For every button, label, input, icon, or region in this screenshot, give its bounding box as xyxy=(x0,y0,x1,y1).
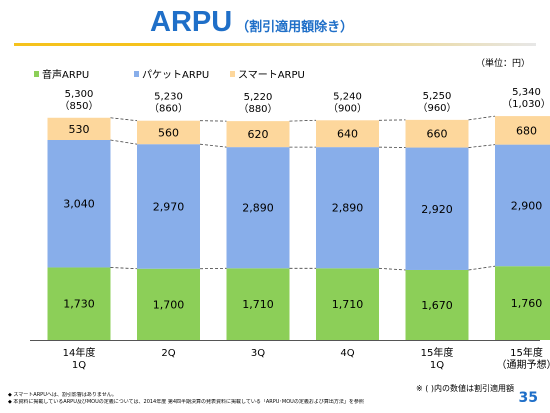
bar-packet-1 xyxy=(137,144,200,269)
bar-voice-0 xyxy=(47,267,111,340)
page-title: ARPU （割引適用額除き） xyxy=(150,6,410,40)
bar-label-voice-3: 1,710 xyxy=(332,298,364,311)
page-number: 35 xyxy=(518,390,538,406)
category-label-1-0: 2Q xyxy=(161,348,175,359)
bar-label-packet-3: 2,890 xyxy=(332,202,364,215)
bar-label-smart-0: 530 xyxy=(69,123,90,136)
connector-smart-0 xyxy=(110,139,138,145)
footnotes: ◆ スマートARPUへは、割引影響はありません。 ◆ 本資料に掲載しているARP… xyxy=(8,392,478,406)
bar-smart-1 xyxy=(137,120,200,145)
title-main: ARPU xyxy=(150,6,233,38)
total-label-5: 5,340 xyxy=(512,87,541,98)
footnote-2: ◆ 本資料に掲載しているARPU及びMOUの定義については、2014年度 第4四… xyxy=(8,399,364,405)
total-label-1: 5,230 xyxy=(154,92,183,103)
bar-smart-0 xyxy=(47,117,111,140)
bar-label-packet-1: 2,970 xyxy=(153,200,185,213)
bar-label-voice-4: 1,670 xyxy=(421,299,453,312)
bar-smart-2 xyxy=(226,121,290,148)
discount-label-2: （880） xyxy=(238,103,277,115)
bar-label-smart-4: 660 xyxy=(427,128,448,141)
title-subtitle: （割引適用額除き） xyxy=(236,20,354,35)
category-label-2-0: 3Q xyxy=(251,348,265,359)
bar-label-voice-0: 1,730 xyxy=(63,298,95,311)
bar-voice-1 xyxy=(137,268,200,340)
connector-top-0 xyxy=(110,117,138,122)
category-label-0-0: 14年度 xyxy=(63,346,96,359)
bar-label-smart-1: 560 xyxy=(158,126,179,139)
bar-voice-5 xyxy=(495,266,550,340)
connector-top-4 xyxy=(468,115,496,121)
bar-voice-4 xyxy=(405,269,469,340)
bar-label-packet-5: 2,900 xyxy=(511,199,543,212)
unit-note: （単位：円） xyxy=(475,59,530,69)
connector-packet-0 xyxy=(110,267,138,270)
category-label-5-1: （通期予想） xyxy=(497,358,550,371)
legend-swatch-packet xyxy=(134,71,139,77)
legend-item-packet: パケットARPU xyxy=(134,66,209,81)
bar-label-voice-2: 1,710 xyxy=(242,298,274,311)
connector-smart-4 xyxy=(468,144,496,148)
bar-label-packet-4: 2,920 xyxy=(421,203,453,216)
discount-label-1: （860） xyxy=(149,103,188,115)
bar-label-smart-3: 640 xyxy=(337,128,358,141)
category-label-3-0: 4Q xyxy=(340,348,354,359)
legend-label-smart: スマートARPU xyxy=(238,70,305,81)
discount-footnote: ※ ( )内の数値は割引適用額 xyxy=(415,384,514,393)
legend-label-packet: パケットARPU xyxy=(142,70,210,81)
category-label-5-0: 15年度 xyxy=(510,346,543,359)
discount-label-3: （900） xyxy=(328,102,367,114)
total-label-3: 5,240 xyxy=(333,91,362,102)
bar-label-smart-5: 680 xyxy=(516,124,537,137)
legend-swatch-voice xyxy=(34,71,39,77)
bar-packet-3 xyxy=(316,147,379,269)
bar-smart-4 xyxy=(405,119,469,148)
total-label-2: 5,220 xyxy=(244,92,273,103)
bar-packet-2 xyxy=(226,147,290,269)
title-underline xyxy=(14,43,536,46)
connector-packet-3 xyxy=(378,267,406,271)
legend-item-smart: スマートARPU xyxy=(230,66,305,81)
category-label-4-0: 15年度 xyxy=(421,346,454,359)
legend-label-voice: 音声ARPU xyxy=(42,70,90,81)
connector-packet-4 xyxy=(468,265,496,271)
bar-label-packet-2: 2,890 xyxy=(242,202,274,215)
bar-voice-3 xyxy=(316,268,379,340)
bar-label-voice-5: 1,760 xyxy=(511,297,543,310)
legend-item-voice: 音声ARPU xyxy=(34,66,89,81)
bar-smart-3 xyxy=(316,120,379,148)
bar-smart-5 xyxy=(495,116,550,145)
legend-swatch-smart xyxy=(230,71,235,77)
bar-packet-4 xyxy=(405,147,469,270)
bar-label-voice-1: 1,700 xyxy=(153,298,185,311)
footnote-1: ◆ スマートARPUへは、割引影響はありません。 xyxy=(8,392,117,398)
bar-label-smart-2: 620 xyxy=(248,128,269,141)
bar-packet-0 xyxy=(47,139,111,268)
discount-label-5: （1,030） xyxy=(502,98,550,110)
category-label-4-1: 1Q xyxy=(430,360,444,371)
bar-packet-5 xyxy=(495,144,550,267)
connector-smart-1 xyxy=(199,143,227,148)
discount-label-0: （850） xyxy=(59,100,98,112)
connector-top-2 xyxy=(289,119,317,122)
category-label-0-1: 1Q xyxy=(72,360,86,371)
bar-voice-2 xyxy=(226,268,290,340)
total-label-0: 5,300 xyxy=(65,89,94,100)
total-label-4: 5,250 xyxy=(423,91,452,102)
discount-label-4: （960） xyxy=(417,102,456,114)
bar-label-packet-0: 3,040 xyxy=(63,198,95,211)
